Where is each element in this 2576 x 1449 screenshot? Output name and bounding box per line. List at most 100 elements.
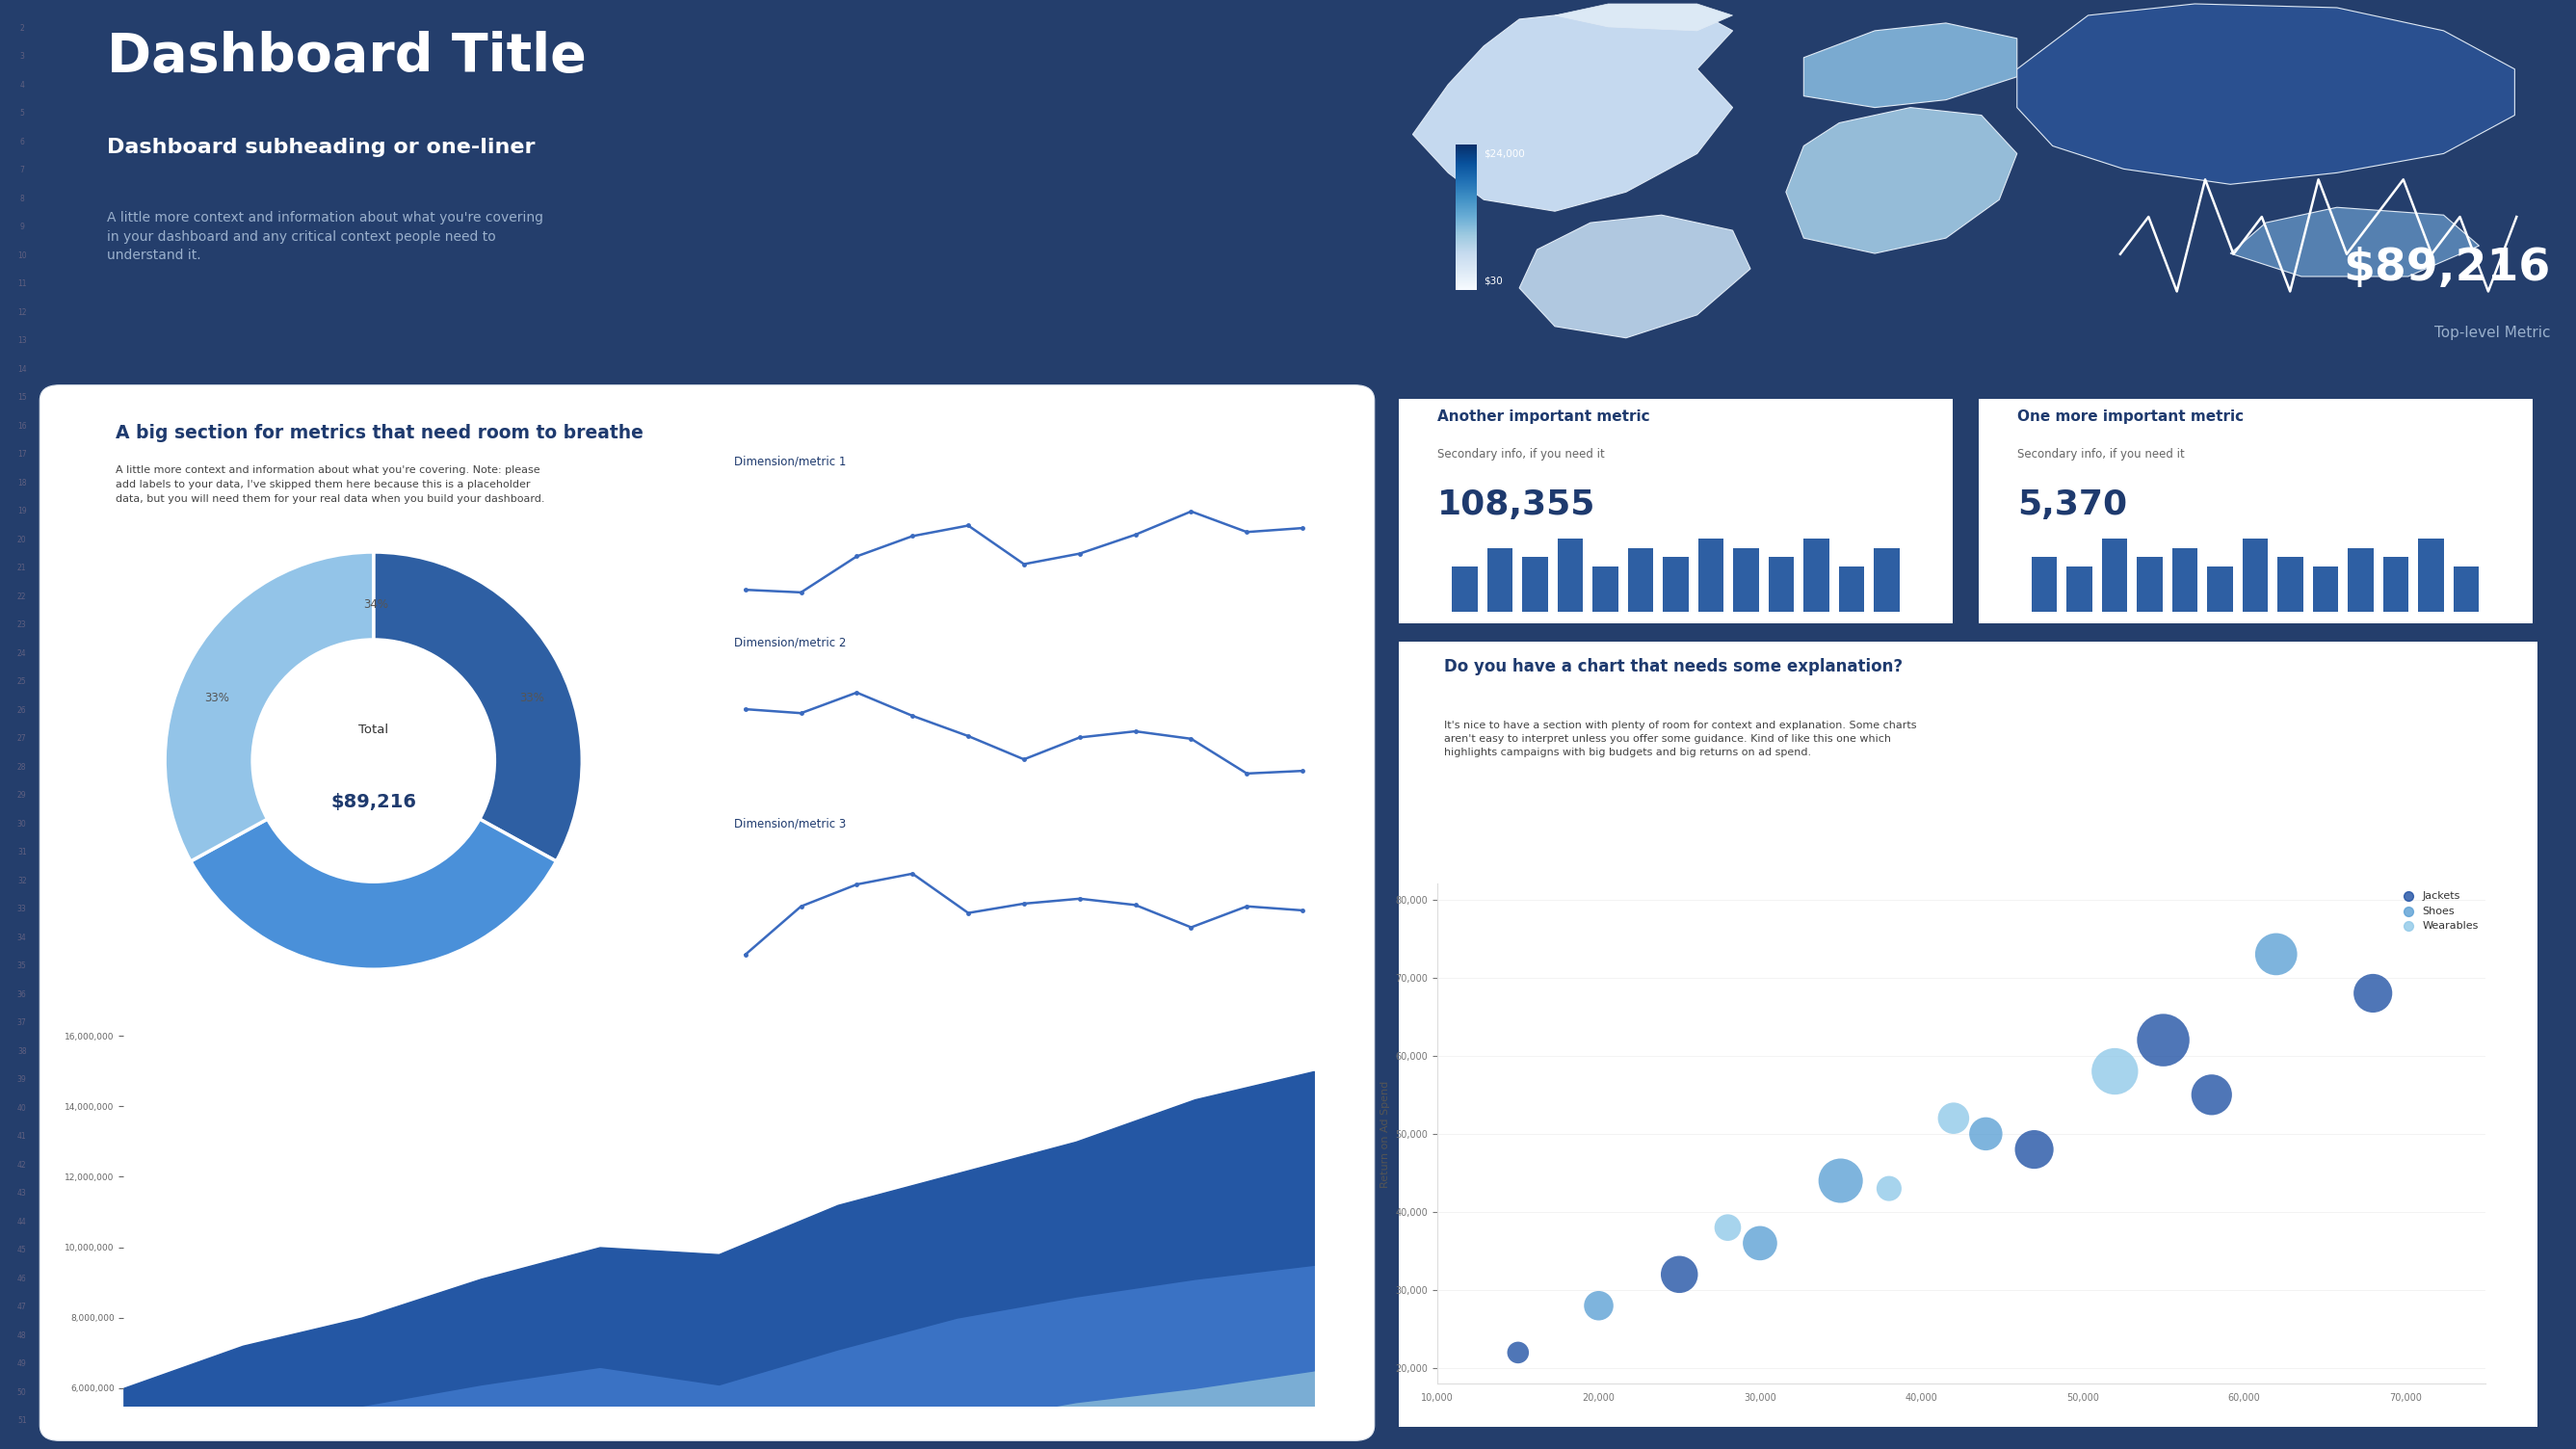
Text: 3: 3: [21, 52, 23, 61]
Text: Top-level Metric: Top-level Metric: [2434, 326, 2550, 341]
Text: A big section for metrics that need room to breathe: A big section for metrics that need room…: [116, 425, 644, 442]
Text: 44: 44: [18, 1217, 26, 1226]
Point: [1868, 1177, 1909, 1200]
Text: 18: 18: [18, 478, 26, 487]
Bar: [1664, 558, 1687, 611]
Bar: [2172, 548, 2197, 611]
Text: 24: 24: [18, 649, 26, 658]
Text: Total: Total: [358, 723, 389, 736]
Text: A little more context and information about what you're covering. Note: please
a: A little more context and information ab…: [116, 465, 544, 503]
Text: 29: 29: [18, 791, 26, 800]
Point: [1497, 1340, 1538, 1364]
Polygon shape: [2231, 207, 2478, 277]
Point: [1659, 1264, 1700, 1287]
Bar: [1734, 548, 1759, 611]
Text: 34: 34: [18, 933, 26, 942]
Bar: [2277, 558, 2303, 611]
Text: 10: 10: [18, 251, 26, 259]
FancyBboxPatch shape: [1394, 396, 1958, 626]
Point: [1708, 1216, 1749, 1239]
Bar: [1803, 539, 1829, 611]
Bar: [2102, 539, 2128, 611]
Wedge shape: [165, 552, 374, 861]
FancyBboxPatch shape: [1394, 638, 2543, 1432]
Point: [1739, 1232, 1780, 1255]
Polygon shape: [2017, 4, 2514, 184]
Text: 50: 50: [18, 1388, 26, 1397]
Text: 43: 43: [18, 1190, 26, 1198]
Polygon shape: [1803, 23, 2017, 107]
Bar: [1453, 567, 1479, 611]
Text: 16: 16: [18, 422, 26, 430]
Bar: [2032, 558, 2058, 611]
Text: $24,000: $24,000: [1484, 149, 1525, 159]
Point: [2192, 1084, 2233, 1107]
Bar: [1558, 539, 1582, 611]
Text: Dimension/metric 2: Dimension/metric 2: [734, 636, 848, 649]
Text: 31: 31: [18, 848, 26, 856]
FancyBboxPatch shape: [39, 385, 1376, 1440]
Text: 22: 22: [18, 593, 26, 601]
Point: [1821, 1169, 1862, 1193]
Point: [2014, 1137, 2056, 1161]
Text: 17: 17: [18, 451, 26, 459]
Text: $89,216: $89,216: [2344, 246, 2550, 290]
Text: 21: 21: [18, 564, 26, 572]
Text: 6: 6: [21, 138, 23, 146]
Text: $89,216: $89,216: [330, 793, 417, 811]
Text: 34%: 34%: [363, 598, 389, 610]
Bar: [1522, 558, 1548, 611]
Text: 40: 40: [18, 1104, 26, 1113]
Text: 35: 35: [18, 962, 26, 971]
Text: 26: 26: [18, 706, 26, 714]
Bar: [2419, 539, 2445, 611]
Text: 14: 14: [18, 365, 26, 374]
Point: [2094, 1059, 2136, 1082]
Text: 48: 48: [18, 1332, 26, 1340]
Point: [1579, 1294, 1620, 1317]
Text: 38: 38: [18, 1046, 26, 1055]
Bar: [1592, 567, 1618, 611]
FancyBboxPatch shape: [1973, 396, 2537, 626]
Bar: [2208, 567, 2233, 611]
Text: $30: $30: [1484, 275, 1502, 285]
Text: 108,355: 108,355: [1437, 488, 1597, 522]
Text: 7: 7: [21, 167, 23, 175]
Wedge shape: [374, 552, 582, 861]
Text: A little more context and information about what you're covering
in your dashboa: A little more context and information ab…: [108, 212, 544, 262]
Point: [1965, 1122, 2007, 1145]
Polygon shape: [1412, 7, 1734, 212]
Bar: [2138, 558, 2161, 611]
Text: 5,370: 5,370: [2017, 488, 2128, 522]
Bar: [2452, 567, 2478, 611]
Text: 15: 15: [18, 394, 26, 403]
Point: [1932, 1107, 1973, 1130]
Text: 8: 8: [21, 194, 23, 203]
Text: 27: 27: [18, 735, 26, 743]
Text: 42: 42: [18, 1161, 26, 1169]
Text: Dashboard subheading or one-liner: Dashboard subheading or one-liner: [108, 138, 536, 158]
Text: Secondary info, if you need it: Secondary info, if you need it: [1437, 448, 1605, 461]
Text: 30: 30: [18, 820, 26, 829]
Text: 33: 33: [18, 904, 26, 913]
Point: [2352, 981, 2393, 1004]
Bar: [1698, 539, 1723, 611]
Wedge shape: [191, 819, 556, 969]
Text: Dimension/metric 3: Dimension/metric 3: [734, 817, 845, 830]
Polygon shape: [1556, 4, 1734, 30]
Bar: [1628, 548, 1654, 611]
Point: [2257, 943, 2298, 966]
Text: 9: 9: [21, 223, 23, 232]
Polygon shape: [1785, 107, 2017, 254]
Y-axis label: Return on Ad Spend: Return on Ad Spend: [1381, 1081, 1391, 1187]
Text: 32: 32: [18, 877, 26, 885]
Text: Another important metric: Another important metric: [1437, 410, 1651, 425]
Bar: [1873, 548, 1899, 611]
Text: 4: 4: [21, 81, 23, 90]
Text: 37: 37: [18, 1019, 26, 1027]
Text: 20: 20: [18, 536, 26, 545]
Text: 11: 11: [18, 280, 26, 288]
Text: 19: 19: [18, 507, 26, 516]
Text: 13: 13: [18, 336, 26, 345]
Text: 28: 28: [18, 762, 26, 771]
